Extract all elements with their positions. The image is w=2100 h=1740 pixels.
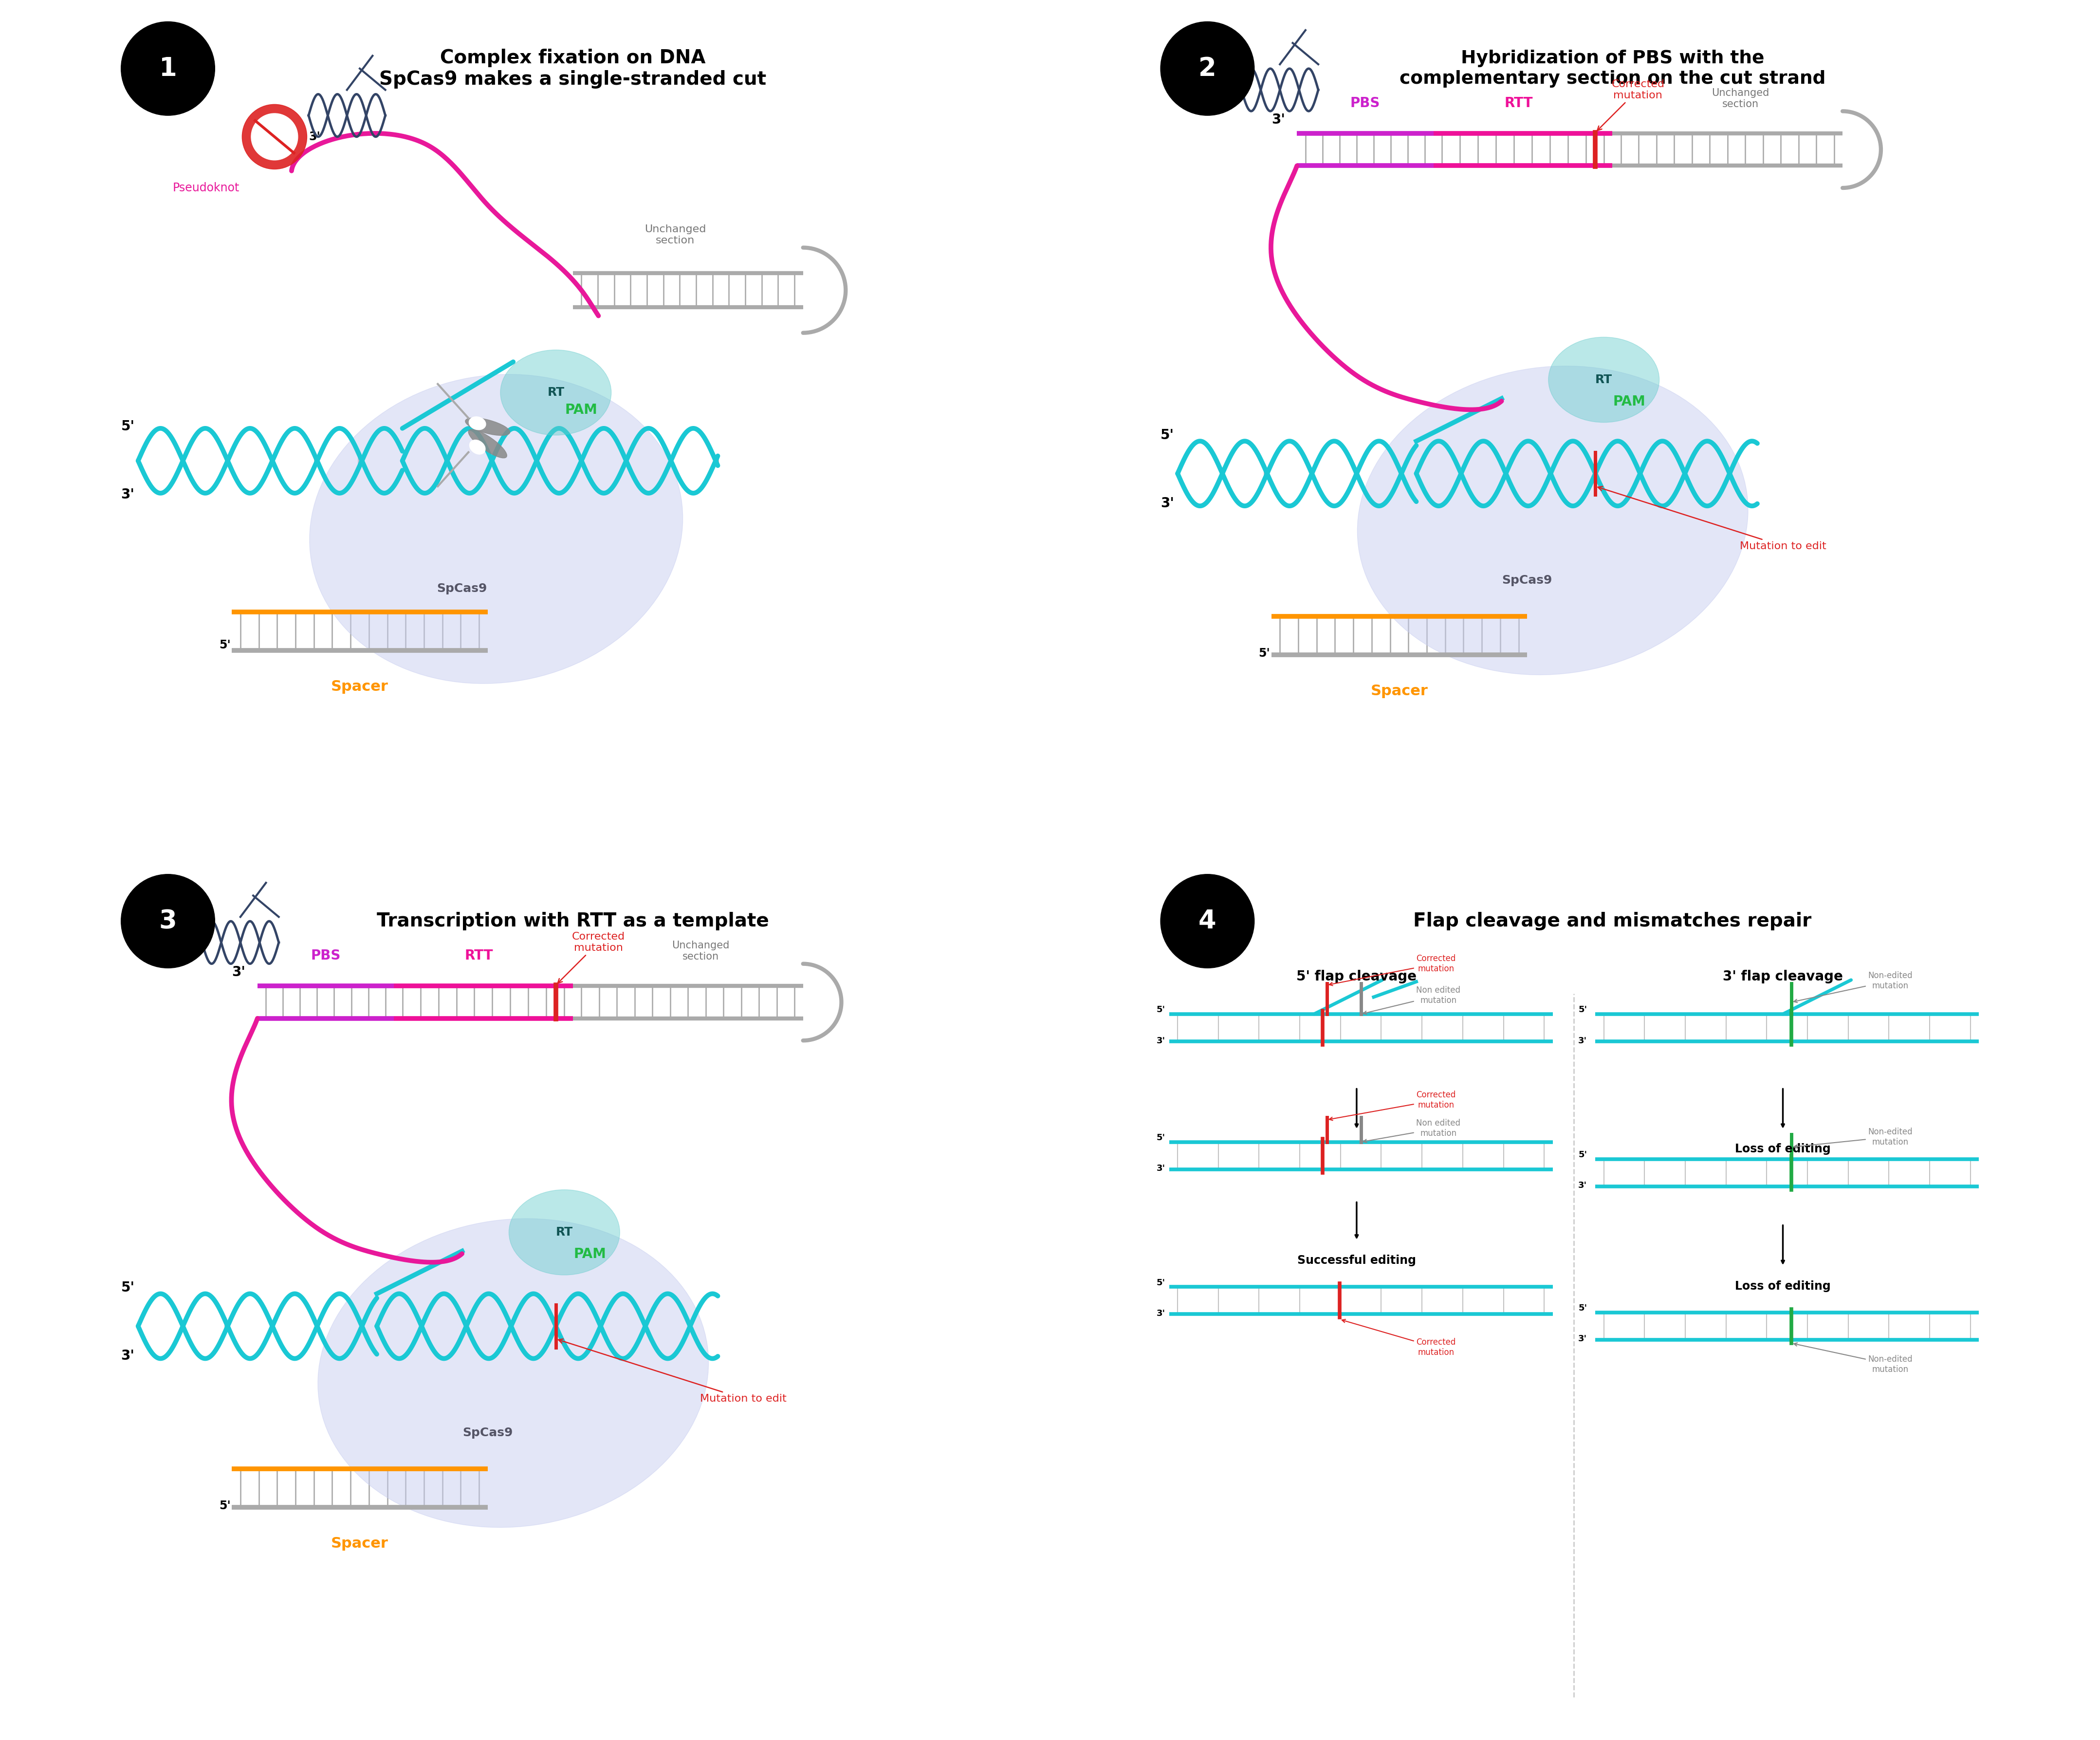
Text: RT: RT bbox=[548, 386, 565, 398]
Text: Unchanged
section: Unchanged section bbox=[672, 941, 729, 962]
Circle shape bbox=[122, 21, 214, 115]
Circle shape bbox=[1161, 21, 1254, 115]
Text: 2: 2 bbox=[1199, 56, 1216, 82]
Text: 5': 5' bbox=[1579, 1006, 1588, 1014]
Text: Corrected
mutation: Corrected mutation bbox=[1329, 1091, 1455, 1121]
Text: 3': 3' bbox=[231, 966, 246, 980]
Text: 3' flap cleavage: 3' flap cleavage bbox=[1722, 969, 1844, 983]
Text: 4: 4 bbox=[1199, 908, 1216, 934]
Ellipse shape bbox=[1357, 365, 1747, 675]
Text: RT: RT bbox=[556, 1227, 573, 1239]
Text: SpCas9: SpCas9 bbox=[437, 583, 487, 595]
Text: Non-edited
mutation: Non-edited mutation bbox=[1793, 1343, 1913, 1375]
Text: 3': 3' bbox=[1579, 1037, 1588, 1046]
Text: Mutation to edit: Mutation to edit bbox=[1598, 487, 1827, 552]
Text: PBS: PBS bbox=[311, 948, 340, 962]
Text: Successful editing: Successful editing bbox=[1298, 1255, 1415, 1267]
Text: Corrected
mutation: Corrected mutation bbox=[1329, 954, 1455, 985]
Ellipse shape bbox=[309, 374, 682, 684]
Ellipse shape bbox=[500, 350, 611, 435]
Text: 5' flap cleavage: 5' flap cleavage bbox=[1296, 969, 1417, 983]
Text: Mutation to edit: Mutation to edit bbox=[559, 1340, 788, 1404]
Text: 3': 3' bbox=[122, 487, 134, 501]
Ellipse shape bbox=[470, 440, 485, 454]
Text: 5': 5' bbox=[218, 639, 231, 651]
Text: Complex fixation on DNA
SpCas9 makes a single-stranded cut: Complex fixation on DNA SpCas9 makes a s… bbox=[380, 49, 766, 89]
Ellipse shape bbox=[468, 430, 506, 458]
FancyBboxPatch shape bbox=[99, 867, 962, 1726]
Text: Spacer: Spacer bbox=[332, 680, 388, 694]
FancyBboxPatch shape bbox=[1138, 14, 2001, 873]
Text: 3': 3' bbox=[1157, 1308, 1166, 1317]
Text: 3': 3' bbox=[309, 130, 319, 143]
Text: Corrected
mutation: Corrected mutation bbox=[1342, 1319, 1455, 1357]
Text: Spacer: Spacer bbox=[332, 1536, 388, 1550]
Text: Flap cleavage and mismatches repair: Flap cleavage and mismatches repair bbox=[1413, 912, 1812, 931]
Text: Pseudoknot: Pseudoknot bbox=[172, 183, 239, 193]
Text: 5': 5' bbox=[122, 1281, 134, 1295]
Text: Non-edited
mutation: Non-edited mutation bbox=[1793, 1128, 1913, 1148]
Text: Hybridization of PBS with the
complementary section on the cut strand: Hybridization of PBS with the complement… bbox=[1399, 50, 1825, 87]
Text: 1: 1 bbox=[160, 56, 176, 82]
Circle shape bbox=[242, 104, 307, 169]
Circle shape bbox=[1161, 873, 1254, 967]
Text: Non-edited
mutation: Non-edited mutation bbox=[1793, 971, 1913, 1002]
FancyBboxPatch shape bbox=[99, 14, 962, 873]
Text: Corrected
mutation: Corrected mutation bbox=[559, 933, 626, 983]
Text: RTT: RTT bbox=[464, 948, 493, 962]
Text: RT: RT bbox=[1596, 374, 1613, 386]
Text: 3': 3' bbox=[1270, 113, 1285, 127]
Text: PBS: PBS bbox=[1350, 96, 1380, 110]
Text: 3': 3' bbox=[1579, 1335, 1588, 1343]
Text: 5': 5' bbox=[1579, 1303, 1588, 1312]
Ellipse shape bbox=[468, 416, 485, 430]
Text: PAM: PAM bbox=[565, 404, 598, 418]
Text: 5': 5' bbox=[1157, 1279, 1166, 1288]
Text: Non edited
mutation: Non edited mutation bbox=[1363, 987, 1462, 1014]
Text: 5': 5' bbox=[1161, 428, 1174, 442]
Text: 3': 3' bbox=[1579, 1181, 1588, 1190]
Text: Transcription with RTT as a template: Transcription with RTT as a template bbox=[376, 912, 769, 931]
Text: Non edited
mutation: Non edited mutation bbox=[1363, 1119, 1462, 1143]
Ellipse shape bbox=[466, 418, 510, 435]
Circle shape bbox=[122, 873, 214, 967]
Ellipse shape bbox=[1548, 338, 1659, 423]
Text: PAM: PAM bbox=[1613, 395, 1646, 409]
Text: Loss of editing: Loss of editing bbox=[1735, 1143, 1831, 1155]
Text: Loss of editing: Loss of editing bbox=[1735, 1281, 1831, 1291]
Text: 3: 3 bbox=[160, 908, 176, 934]
Text: 5': 5' bbox=[1258, 647, 1270, 659]
Text: 5': 5' bbox=[122, 419, 134, 433]
Text: Corrected
mutation: Corrected mutation bbox=[1598, 80, 1665, 130]
Text: 3': 3' bbox=[1157, 1037, 1166, 1046]
Text: Unchanged
section: Unchanged section bbox=[645, 224, 706, 245]
Text: Spacer: Spacer bbox=[1371, 684, 1428, 698]
Text: Unchanged
section: Unchanged section bbox=[1711, 89, 1768, 110]
Text: PAM: PAM bbox=[573, 1248, 607, 1262]
FancyBboxPatch shape bbox=[1138, 867, 2001, 1726]
Text: RTT: RTT bbox=[1504, 96, 1533, 110]
Text: 3': 3' bbox=[1161, 496, 1174, 510]
Circle shape bbox=[252, 113, 298, 160]
Text: 5': 5' bbox=[1157, 1133, 1166, 1141]
Text: 3': 3' bbox=[122, 1348, 134, 1362]
Text: 5': 5' bbox=[1579, 1150, 1588, 1159]
Text: 5': 5' bbox=[218, 1500, 231, 1512]
Ellipse shape bbox=[317, 1218, 708, 1528]
Text: SpCas9: SpCas9 bbox=[1501, 574, 1552, 586]
Text: 3': 3' bbox=[1157, 1164, 1166, 1173]
Text: 5': 5' bbox=[1157, 1006, 1166, 1014]
Ellipse shape bbox=[508, 1190, 620, 1275]
Text: SpCas9: SpCas9 bbox=[462, 1427, 512, 1439]
